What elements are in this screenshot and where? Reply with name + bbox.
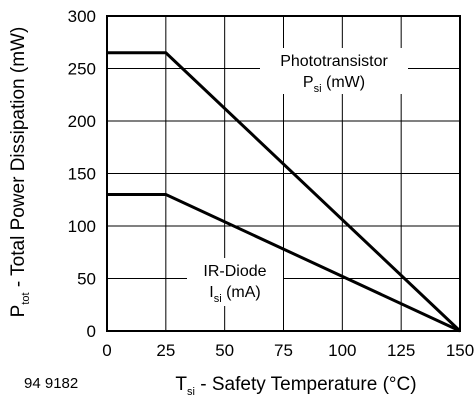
- annotation-box: [187, 258, 283, 306]
- y-tick-label: 250: [68, 60, 96, 79]
- y-axis-title: Ptot - Total Power Dissipation (mW): [8, 27, 32, 318]
- y-tick-label: 100: [68, 217, 96, 236]
- annotation-unit: Isi (mA): [209, 284, 261, 305]
- series-lines: [107, 51, 462, 333]
- series-line-phototransistor: [107, 51, 462, 333]
- y-tick-label: 200: [68, 112, 96, 131]
- annotation-name: IR-Diode: [203, 263, 266, 280]
- y-tick-label: 50: [77, 270, 96, 289]
- y-tick-label: 0: [87, 322, 96, 341]
- x-tick-label: 0: [102, 341, 111, 360]
- annotation-box: [260, 48, 408, 94]
- x-tick-label: 125: [387, 341, 415, 360]
- annotation-name: Phototransistor: [280, 53, 388, 70]
- annotation-unit: Psi (mW): [303, 74, 365, 95]
- plot-frame: [106, 15, 461, 332]
- series-line-ir-diode: [107, 193, 461, 333]
- x-tick-label: 100: [328, 341, 356, 360]
- y-tick-label: 300: [68, 7, 96, 26]
- x-tick-label: 150: [446, 341, 474, 360]
- tick-labels: 0 25 50 75 100 125 150 0 50 100 150 200 250 300: [68, 7, 475, 360]
- x-axis-title: Tsi - Safety Temperature (°C): [175, 374, 416, 396]
- y-tick-label: 150: [68, 165, 96, 184]
- x-tick-label: 25: [156, 341, 175, 360]
- figure-id: 94 9182: [24, 375, 78, 392]
- series-annotations: Phototransistor Psi (mW) IR-Diode Isi (mA): [187, 48, 408, 306]
- x-tick-label: 50: [215, 341, 234, 360]
- x-tick-label: 75: [274, 341, 293, 360]
